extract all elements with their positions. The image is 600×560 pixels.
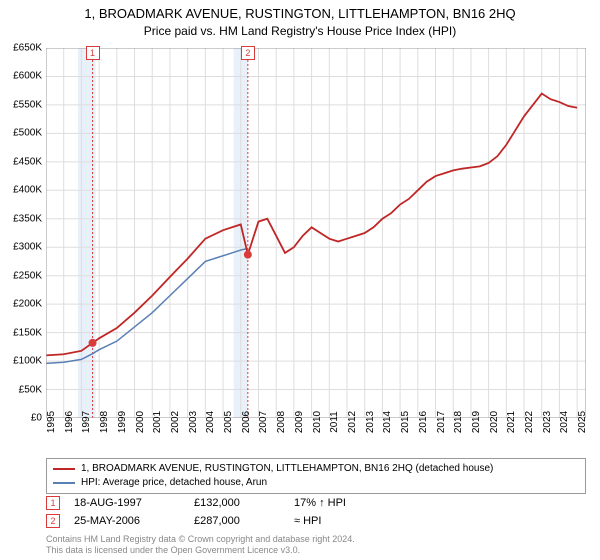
x-tick-label: 1998 xyxy=(99,411,110,433)
x-tick-label: 1997 xyxy=(81,411,92,433)
sale-date: 25-MAY-2006 xyxy=(74,515,194,527)
x-tick-label: 1995 xyxy=(46,411,57,433)
y-tick-label: £0 xyxy=(31,413,42,424)
sale-marker: 2 xyxy=(46,514,60,528)
y-tick-label: £300K xyxy=(13,242,42,253)
sale-row: 2 25-MAY-2006£287,000≈ HPI xyxy=(46,512,586,530)
chart-subtitle: Price paid vs. HM Land Registry's House … xyxy=(0,23,600,38)
x-tick-label: 2019 xyxy=(471,411,482,433)
x-tick-label: 2020 xyxy=(489,411,500,433)
legend-label: 1, BROADMARK AVENUE, RUSTINGTON, LITTLEH… xyxy=(81,462,493,476)
legend-row: 1, BROADMARK AVENUE, RUSTINGTON, LITTLEH… xyxy=(53,462,579,476)
y-tick-label: £500K xyxy=(13,128,42,139)
x-tick-label: 2018 xyxy=(453,411,464,433)
y-axis: £0£50K£100K£150K£200K£250K£300K£350K£400… xyxy=(0,48,44,418)
y-tick-label: £150K xyxy=(13,327,42,338)
x-tick-label: 2011 xyxy=(329,411,340,433)
chart-title: 1, BROADMARK AVENUE, RUSTINGTON, LITTLEH… xyxy=(0,0,600,23)
y-tick-label: £200K xyxy=(13,299,42,310)
y-tick-label: £650K xyxy=(13,43,42,54)
sale-hpi: 17% ↑ HPI xyxy=(294,497,384,509)
legend: 1, BROADMARK AVENUE, RUSTINGTON, LITTLEH… xyxy=(46,458,586,494)
x-tick-label: 2003 xyxy=(188,411,199,433)
legend-swatch xyxy=(53,482,75,484)
x-tick-label: 1999 xyxy=(117,411,128,433)
chart-container: 1, BROADMARK AVENUE, RUSTINGTON, LITTLEH… xyxy=(0,0,600,560)
x-tick-label: 2016 xyxy=(418,411,429,433)
sale-date: 18-AUG-1997 xyxy=(74,497,194,509)
x-tick-label: 2012 xyxy=(347,411,358,433)
y-tick-label: £250K xyxy=(13,270,42,281)
footer-line1: Contains HM Land Registry data © Crown c… xyxy=(46,534,586,545)
event-marker: 2 xyxy=(241,46,255,60)
y-tick-label: £350K xyxy=(13,213,42,224)
footer: Contains HM Land Registry data © Crown c… xyxy=(46,534,586,556)
sales-table: 1 18-AUG-1997£132,00017% ↑ HPI 2 25-MAY-200… xyxy=(46,494,586,530)
x-tick-label: 2010 xyxy=(312,411,323,433)
x-tick-label: 2009 xyxy=(294,411,305,433)
x-axis: 1995199619971998199920002001200220032004… xyxy=(46,418,586,458)
event-marker: 1 xyxy=(86,46,100,60)
sale-price: £132,000 xyxy=(194,497,294,509)
x-tick-label: 2002 xyxy=(170,411,181,433)
x-tick-label: 2025 xyxy=(577,411,588,433)
x-tick-label: 2007 xyxy=(258,411,269,433)
sale-marker: 1 xyxy=(46,496,60,510)
y-tick-label: £100K xyxy=(13,356,42,367)
y-tick-label: £550K xyxy=(13,99,42,110)
x-tick-label: 2022 xyxy=(524,411,535,433)
x-tick-label: 2021 xyxy=(506,411,517,433)
x-tick-label: 2013 xyxy=(365,411,376,433)
y-tick-label: £50K xyxy=(19,384,42,395)
y-tick-label: £450K xyxy=(13,156,42,167)
x-tick-label: 2023 xyxy=(542,411,553,433)
chart-area: £0£50K£100K£150K£200K£250K£300K£350K£400… xyxy=(46,48,586,418)
sale-price: £287,000 xyxy=(194,515,294,527)
x-tick-label: 2024 xyxy=(559,411,570,433)
x-tick-label: 2017 xyxy=(436,411,447,433)
x-tick-label: 2005 xyxy=(223,411,234,433)
sale-row: 1 18-AUG-1997£132,00017% ↑ HPI xyxy=(46,494,586,512)
footer-line2: This data is licensed under the Open Gov… xyxy=(46,545,586,556)
x-tick-label: 2001 xyxy=(152,411,163,433)
x-tick-label: 2000 xyxy=(135,411,146,433)
x-tick-label: 2015 xyxy=(400,411,411,433)
y-tick-label: £600K xyxy=(13,71,42,82)
x-tick-label: 2006 xyxy=(241,411,252,433)
x-tick-label: 2004 xyxy=(205,411,216,433)
chart-plot xyxy=(46,48,586,418)
legend-label: HPI: Average price, detached house, Arun xyxy=(81,476,267,490)
legend-row: HPI: Average price, detached house, Arun xyxy=(53,476,579,490)
sale-hpi: ≈ HPI xyxy=(294,515,384,527)
legend-swatch xyxy=(53,468,75,470)
x-tick-label: 2008 xyxy=(276,411,287,433)
x-tick-label: 2014 xyxy=(382,411,393,433)
y-tick-label: £400K xyxy=(13,185,42,196)
x-tick-label: 1996 xyxy=(64,411,75,433)
